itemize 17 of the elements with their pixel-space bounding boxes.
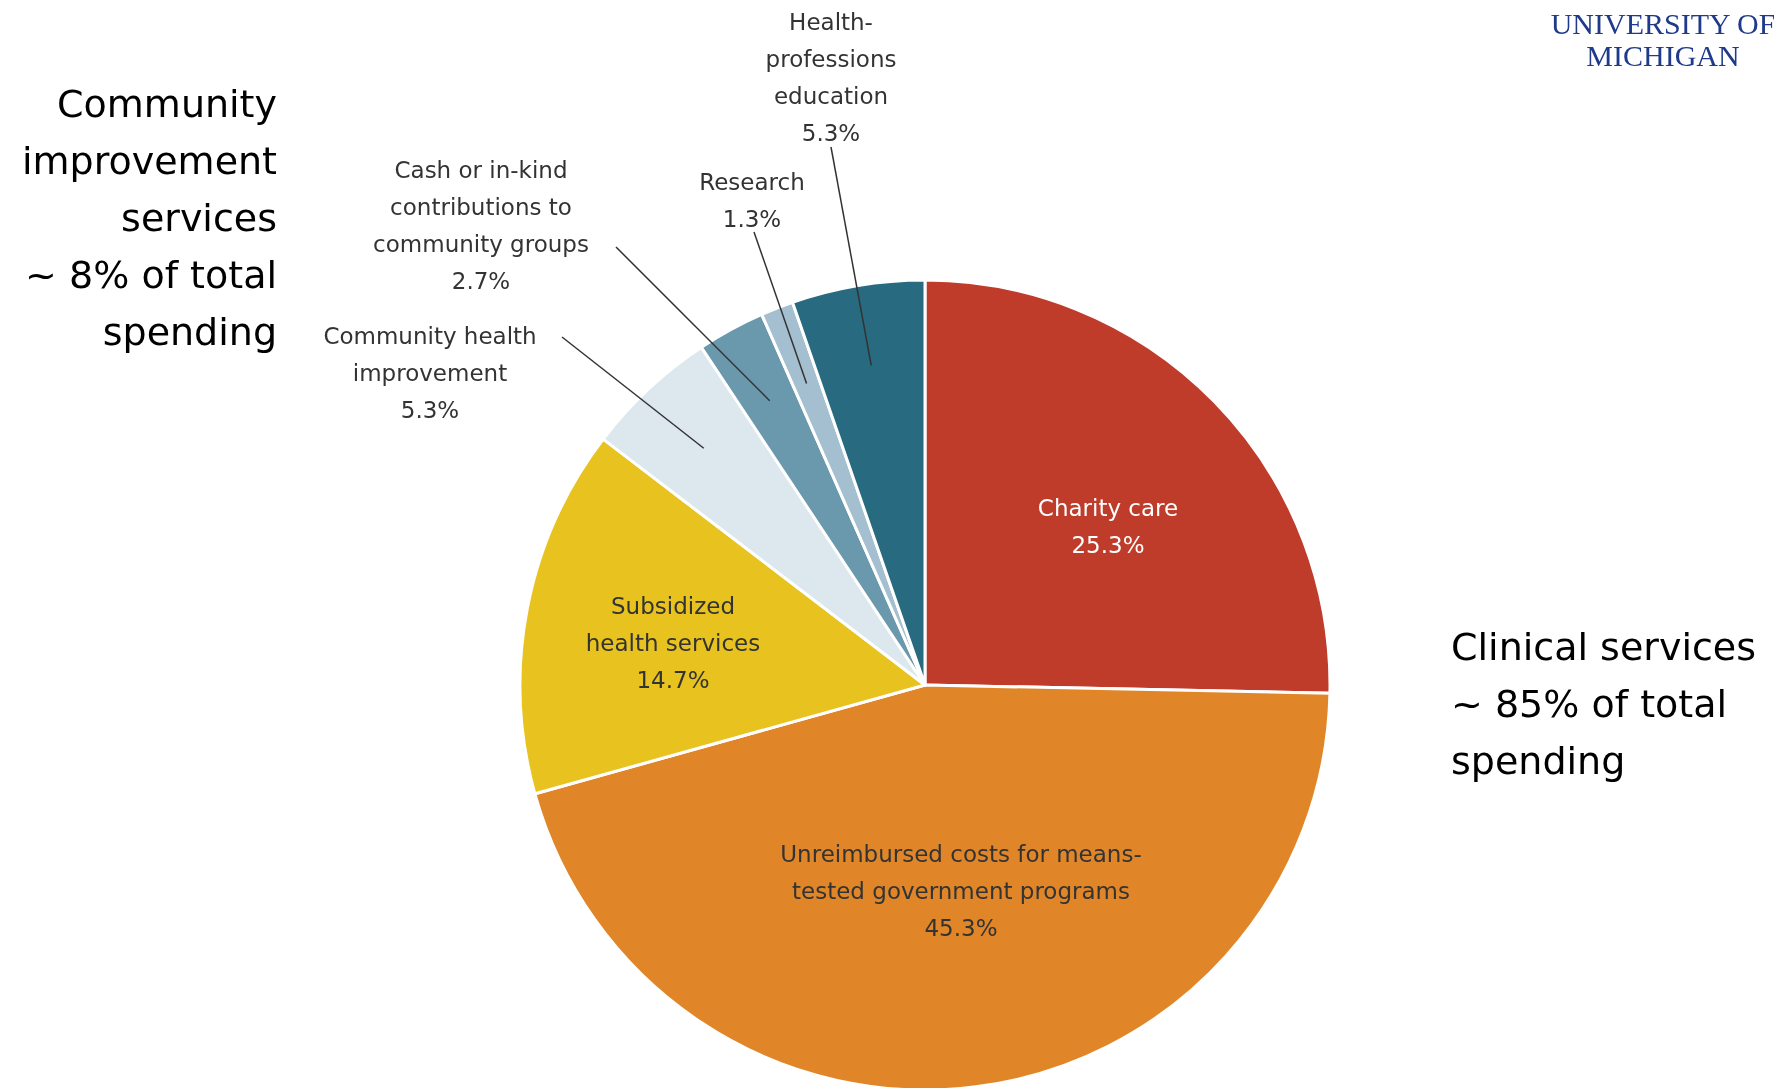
data-label: 2.7% — [451, 268, 511, 294]
slice-label: Charity care — [1037, 495, 1179, 521]
slice-label: Research — [699, 169, 805, 195]
text: Community improvement services ~ 8% of total spending — [22, 82, 277, 354]
data-label: 5.3% — [801, 120, 861, 146]
slice-label: Health-professions education — [765, 9, 897, 109]
slice-label: Unreimbursed costs for means-tested government programs — [780, 841, 1142, 904]
data-label: 25.3% — [1071, 532, 1145, 558]
slice-label: Community health improvement — [323, 323, 537, 386]
text: UNIVERSITY OF MICHIGAN — [1550, 7, 1774, 72]
text: Clinical services ~ 85% of total spending — [1451, 625, 1757, 783]
data-label: 45.3% — [924, 915, 998, 941]
data-label: 14.7% — [636, 667, 710, 693]
slice-label: Cash or in-kind contributions to community groups — [373, 157, 589, 257]
data-label: 1.3% — [722, 206, 782, 232]
data-label: 5.3% — [400, 397, 460, 423]
slice-label: Subsidized health services — [585, 593, 761, 656]
